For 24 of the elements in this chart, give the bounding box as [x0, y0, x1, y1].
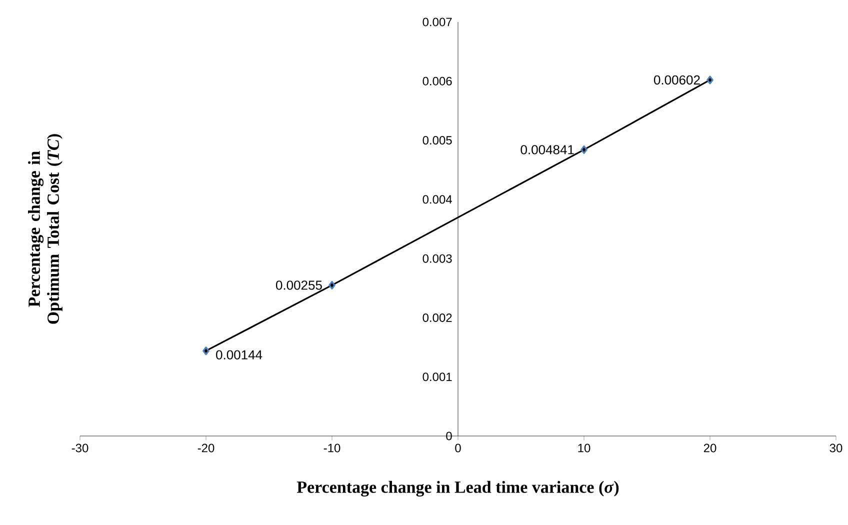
data-label: 0.00602	[654, 75, 700, 85]
point	[328, 280, 336, 290]
x-tick-label: 20	[704, 444, 716, 452]
x-tick-label: -20	[198, 444, 214, 452]
data-label: 0.004841	[520, 145, 574, 154]
y-tick-label: 0.003	[422, 254, 452, 263]
x-tick-label: -30	[72, 444, 88, 452]
y-tick-label: 0.005	[422, 136, 452, 145]
y-tick-label: 0.004	[422, 195, 452, 204]
point	[202, 346, 210, 356]
x-tick-label: 0	[455, 444, 461, 452]
x-tick-label: 30	[830, 444, 842, 452]
point	[580, 145, 588, 154]
x-axis-title: Percentage change in Lead time variance (σ)	[296, 480, 619, 496]
y-tick-label: 0.006	[422, 76, 452, 86]
y-tick-label: 0.002	[422, 313, 452, 322]
y-tick-label: 0.007	[422, 18, 452, 26]
data-label: 0.00255	[276, 280, 322, 290]
x-tick-label: -10	[324, 444, 340, 452]
x-tick-label: 10	[578, 444, 590, 452]
y-tick-label: 0.001	[422, 372, 452, 382]
point	[706, 76, 714, 84]
y-tick-label: 0	[446, 432, 452, 440]
data-label: 0.00144	[216, 350, 262, 360]
